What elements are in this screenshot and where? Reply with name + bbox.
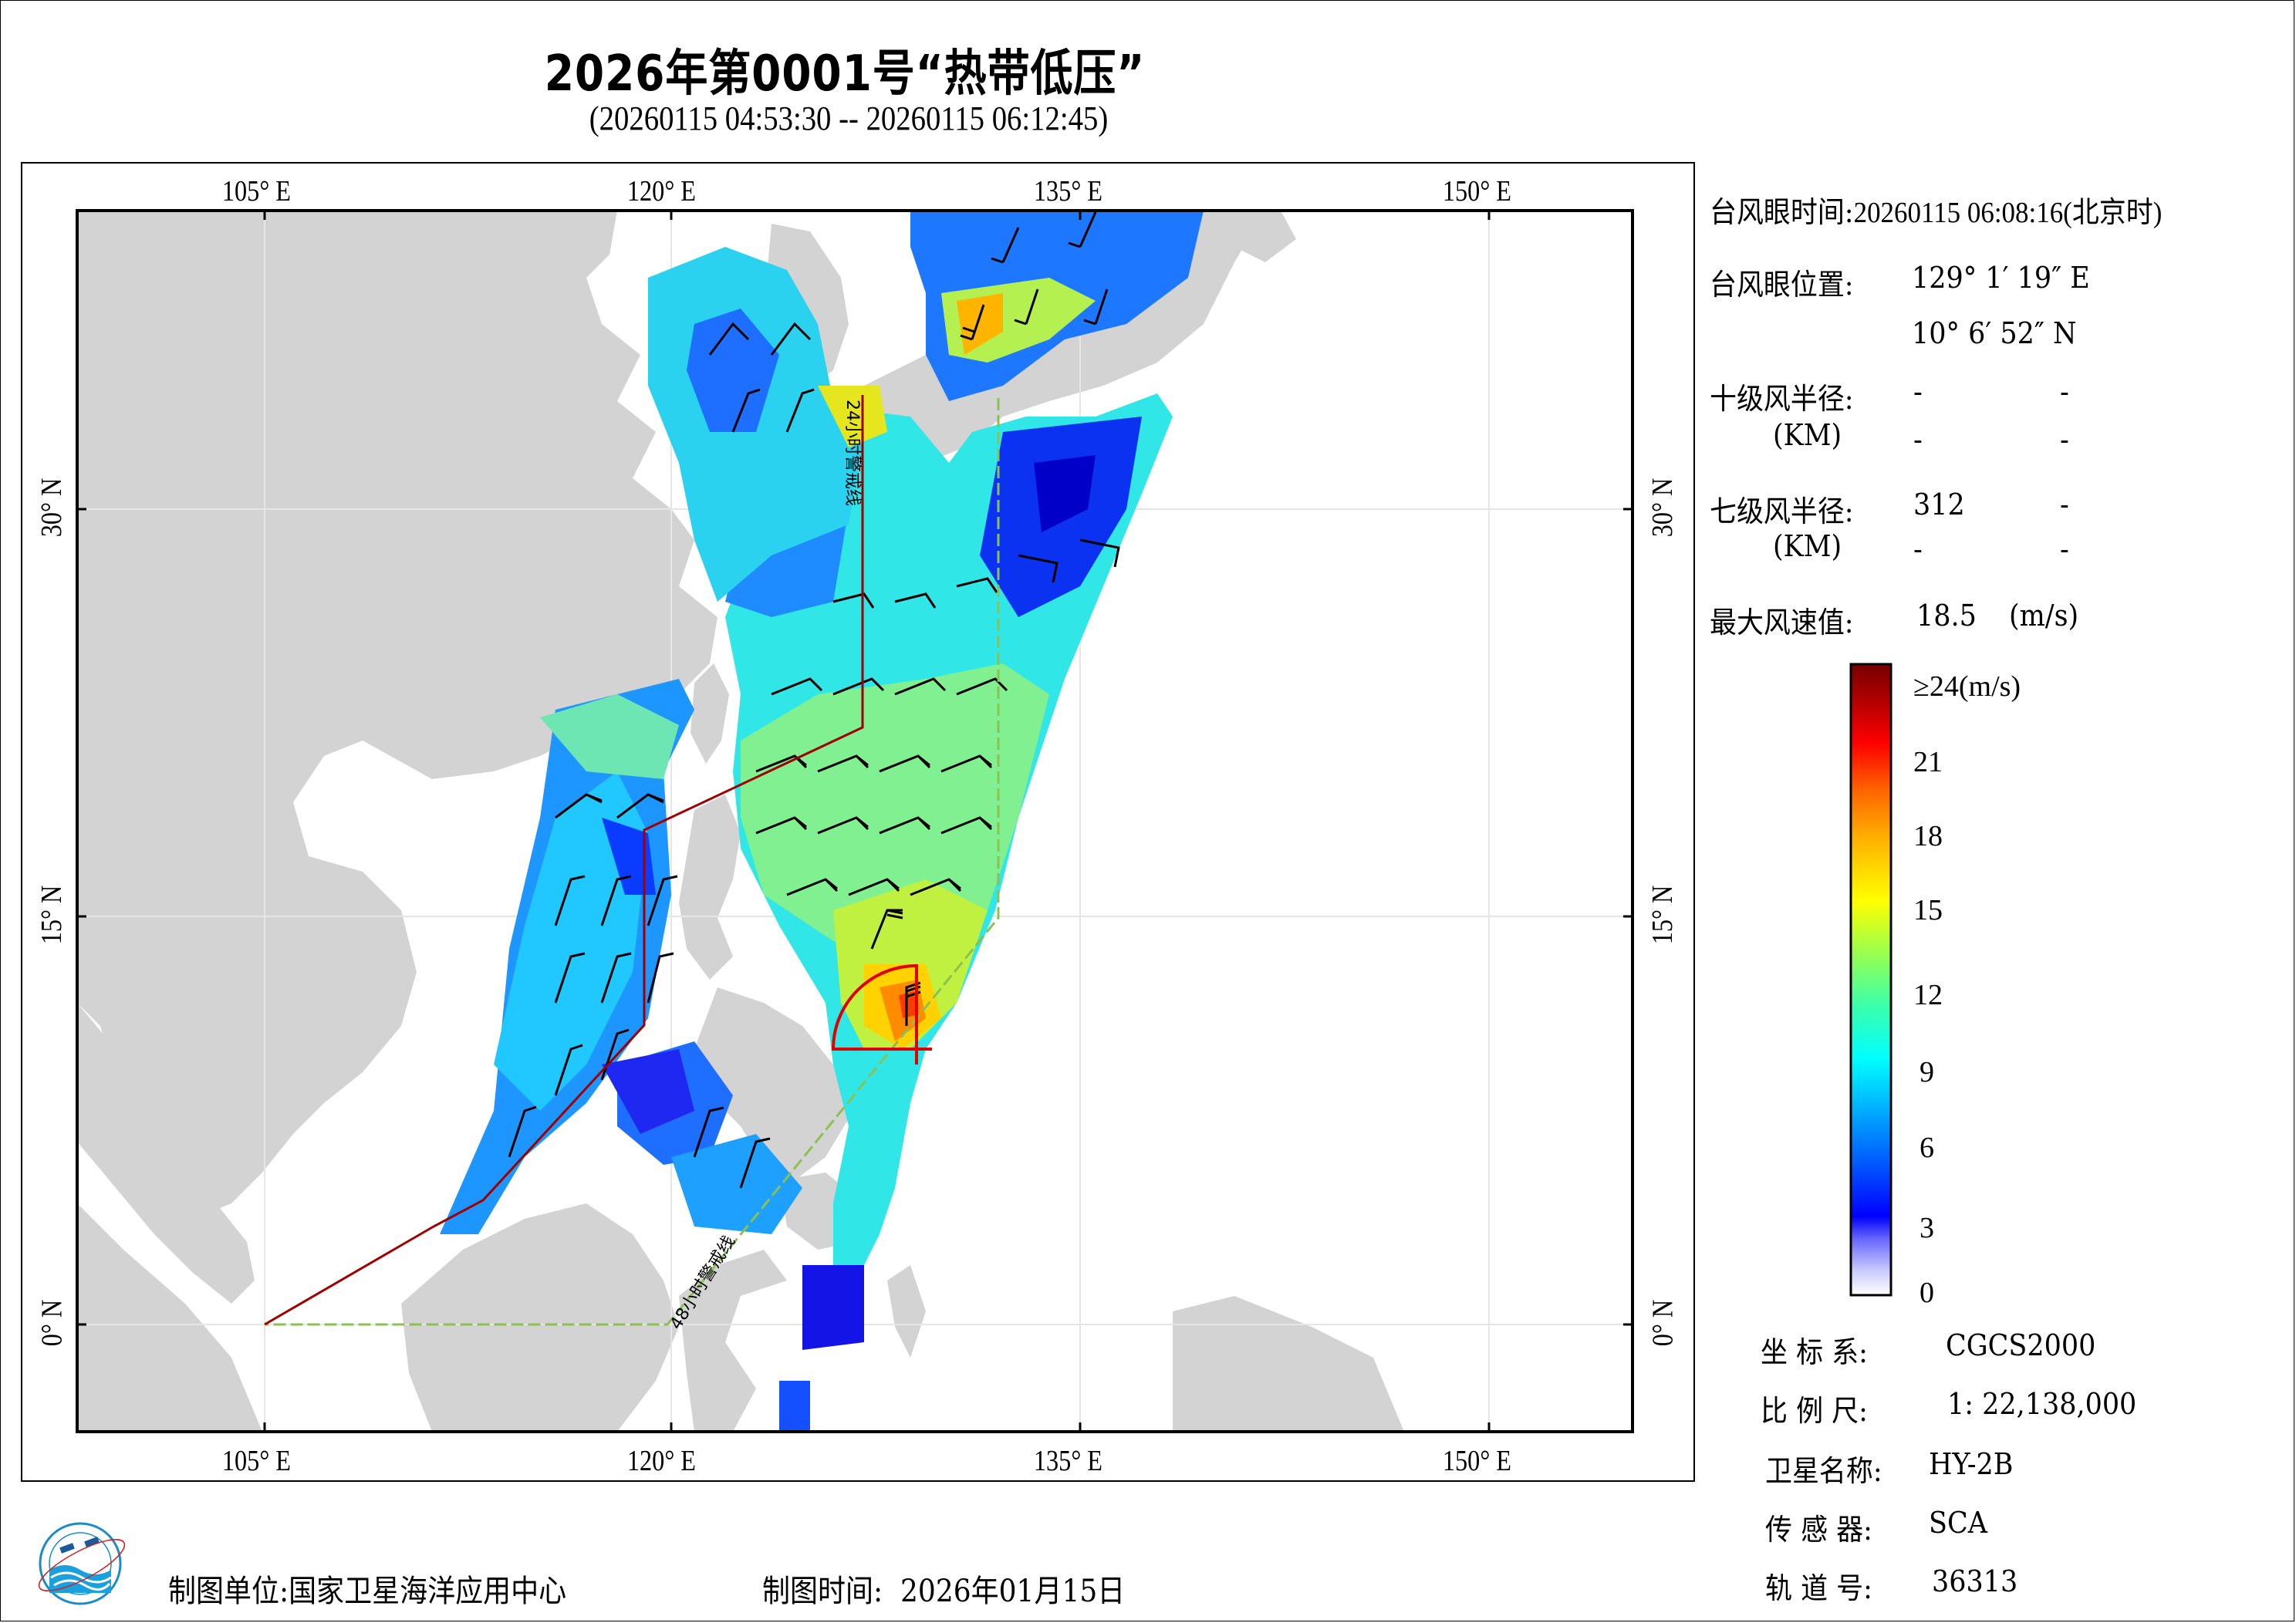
satellite-value: HY-2B — [1929, 1447, 2014, 1481]
lon-label-top-135: 135° E — [1033, 175, 1103, 208]
lon-label-top-105: 105° E — [221, 175, 292, 208]
colorbar-tick-9: 9 — [1920, 1056, 1934, 1088]
r7-value-se: - — [2060, 488, 2069, 521]
eye-time-value: 20260115 06:08:16(北京时) — [1853, 197, 2163, 229]
producer-row: 制图单位:国家卫星海洋应用中心 — [168, 1566, 566, 1611]
colorbar-tick-0: 0 — [1920, 1277, 1934, 1309]
lon-label-top-150: 150° E — [1442, 175, 1512, 208]
colorbar-top-label: ≥24(m/s) — [1913, 670, 2021, 703]
date-value: 2026年01月15日 — [900, 1574, 1126, 1609]
r10-value-ne: - — [1913, 375, 1923, 409]
lon-label-bottom-105: 105° E — [221, 1445, 292, 1477]
eye-longitude: 129° 1′ 19″ E — [1912, 261, 2090, 295]
scale-value: 1: 22,138,000 — [1947, 1387, 2137, 1421]
lon-label-bottom-135: 135° E — [1033, 1445, 1103, 1477]
lon-label-bottom-150: 150° E — [1442, 1445, 1512, 1477]
r7-value-sw: - — [1913, 532, 1923, 566]
colorbar-tick-6: 6 — [1920, 1132, 1934, 1164]
lat-label-right-30: 30° N — [1646, 477, 1680, 538]
colorbar — [1849, 663, 1893, 1297]
lat-label-left-0: 0° N — [35, 1299, 69, 1347]
r7-label: 七级风半径: — [1710, 494, 1854, 528]
r10-unit: (KM) — [1773, 418, 1842, 452]
plot-border — [76, 209, 1634, 1433]
r7-unit: (KM) — [1773, 529, 1842, 563]
lat-label-left-30: 30° N — [35, 477, 69, 538]
r7-value-ne: 312 — [1913, 488, 1965, 521]
lat-label-left-15: 15° N — [35, 885, 69, 945]
r10-value-sw: - — [1913, 423, 1923, 457]
page-title: 2026年第0001号“热带低压” — [544, 46, 1146, 103]
lon-label-bottom-120: 120° E — [626, 1445, 697, 1477]
colorbar-tick-18: 18 — [1913, 820, 1943, 852]
crs-value: CGCS2000 — [1946, 1328, 2096, 1362]
warning-line-48h — [265, 398, 1000, 1326]
eye-latitude: 10° 6′ 52″ N — [1912, 316, 2077, 350]
nsoas-logo-icon — [38, 1522, 126, 1605]
satellite-label: 卫星名称: — [1765, 1454, 1882, 1488]
label-24h-warning-line: 24小时警戒线 — [842, 400, 862, 506]
r7-value-nw: - — [2060, 532, 2069, 566]
eye-time-label: 台风眼时间: — [1710, 195, 1854, 229]
lat-label-right-15: 15° N — [1646, 885, 1680, 945]
observation-time-range: (20260115 04:53:30 -- 20260115 06:12:45) — [589, 100, 1109, 137]
date-label: 制图时间: — [762, 1574, 883, 1609]
orbit-label: 轨 道 号: — [1765, 1571, 1872, 1605]
max-wind-unit: (m/s) — [2009, 599, 2079, 633]
r10-label: 十级风半径: — [1710, 382, 1854, 416]
eye-position-label: 台风眼位置: — [1710, 268, 1854, 302]
axis-ticks — [77, 211, 1633, 1432]
sensor-value: SCA — [1929, 1506, 1987, 1540]
wind-barbs — [508, 211, 1120, 1189]
warning-line-24h — [264, 395, 864, 1326]
producer-label: 制图单位: — [168, 1574, 289, 1609]
eye-time-row: 台风眼时间:20260115 06:08:16(北京时) — [1710, 188, 2162, 231]
colorbar-tick-21: 21 — [1913, 746, 1943, 778]
date-row: 制图时间: 2026年01月15日 — [762, 1566, 1125, 1611]
sensor-label: 传 感 器: — [1765, 1513, 1872, 1547]
max-wind-value: 18.5 — [1916, 599, 1977, 633]
lon-label-top-120: 120° E — [626, 175, 697, 208]
colorbar-tick-3: 3 — [1920, 1212, 1934, 1244]
land-layer — [77, 211, 1404, 1432]
crs-label: 坐 标 系: — [1761, 1335, 1868, 1369]
orbit-value: 36313 — [1932, 1564, 2018, 1598]
r10-value-nw: - — [2060, 423, 2069, 457]
r10-value-se: - — [2060, 375, 2069, 409]
lat-label-right-0: 0° N — [1646, 1299, 1680, 1347]
scale-label: 比 例 尺: — [1761, 1394, 1868, 1428]
max-wind-label: 最大风速值: — [1710, 606, 1854, 639]
colorbar-tick-15: 15 — [1913, 894, 1943, 926]
producer-value: 国家卫星海洋应用中心 — [289, 1574, 567, 1609]
map-frame — [21, 162, 1695, 1482]
colorbar-tick-12: 12 — [1913, 979, 1943, 1011]
wind-radius-7-marker — [831, 963, 932, 1065]
